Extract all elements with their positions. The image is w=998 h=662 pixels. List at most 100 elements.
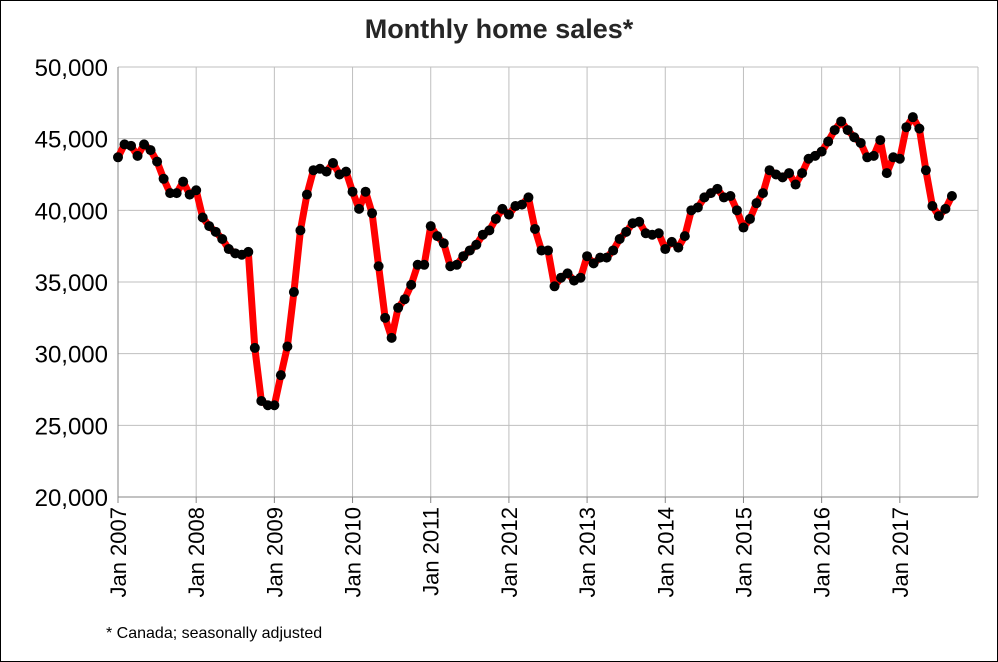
data-point [484, 225, 495, 236]
data-point [243, 246, 254, 257]
data-point [158, 173, 169, 184]
data-point [288, 287, 299, 298]
data-point [503, 209, 514, 220]
data-point [419, 259, 430, 270]
data-point [204, 221, 215, 232]
data-point [328, 158, 338, 169]
x-tick-label: Jan 2008 [184, 507, 209, 598]
data-point [744, 213, 755, 224]
data-point [731, 205, 742, 216]
data-point [295, 225, 306, 236]
data-point [171, 188, 182, 199]
data-point [666, 236, 677, 247]
y-tick-label: 40,000 [35, 198, 108, 225]
data-point [152, 156, 163, 167]
chart-title: Monthly home sales* [364, 14, 634, 44]
y-tick-label: 45,000 [35, 127, 108, 154]
data-point [920, 165, 931, 176]
data-point [406, 279, 417, 290]
data-point [367, 208, 378, 219]
data-point [855, 137, 866, 148]
data-point [399, 294, 410, 305]
data-point [881, 168, 892, 179]
data-point [823, 136, 834, 147]
data-point [464, 245, 475, 256]
data-point [269, 400, 280, 411]
y-tick-label: 35,000 [35, 270, 108, 297]
data-point [373, 261, 384, 272]
data-point [386, 332, 397, 343]
data-point [301, 189, 312, 200]
data-point [673, 242, 684, 253]
data-point [614, 234, 625, 244]
data-point [660, 244, 671, 255]
data-point [601, 252, 612, 263]
data-point [849, 132, 860, 143]
data-point [380, 312, 391, 323]
data-point [751, 198, 762, 209]
gridlines [117, 66, 979, 498]
data-point [191, 185, 202, 196]
data-point [842, 125, 853, 136]
data-point [516, 199, 527, 210]
data-point [451, 259, 462, 270]
data-point [868, 150, 879, 161]
data-point [178, 176, 189, 187]
data-point [901, 122, 912, 133]
data-point [653, 228, 664, 239]
data-point [490, 213, 501, 224]
data-point [907, 112, 918, 123]
data-point [132, 150, 143, 161]
data-point [282, 341, 293, 352]
x-tick-label: Jan 2011 [419, 507, 444, 596]
data-point [679, 231, 690, 242]
data-point [249, 342, 260, 353]
x-tick-label: Jan 2017 [888, 507, 913, 598]
data-point [933, 211, 944, 222]
data-point [894, 153, 905, 164]
data-point [425, 221, 436, 232]
data-point [523, 192, 534, 203]
data-point [139, 139, 150, 150]
data-point [738, 222, 749, 233]
data-point [575, 272, 586, 283]
data-point [113, 152, 123, 163]
x-tick-label: Jan 2012 [497, 507, 522, 598]
data-point [347, 186, 358, 197]
x-tick-labels: Jan 2007 Jan 2008 Jan 2009 Jan 2010 Jan 2011… [106, 507, 913, 598]
data-point [784, 168, 795, 179]
data-point [471, 239, 482, 250]
y-tick-label: 30,000 [35, 342, 108, 369]
x-tick-label: Jan 2007 [106, 507, 131, 598]
data-point [582, 251, 593, 262]
data-point [608, 245, 619, 256]
x-tick-label: Jan 2009 [262, 507, 287, 598]
data-point [692, 202, 703, 213]
data-point [621, 226, 632, 237]
data-point [438, 238, 449, 249]
data-point [634, 216, 645, 227]
y-tick-label: 50,000 [35, 55, 108, 82]
chart-footnote: * Canada; seasonally adjusted [106, 625, 323, 642]
data-point [549, 281, 560, 292]
data-point [940, 203, 951, 214]
data-point [712, 183, 723, 194]
data-point [321, 166, 332, 177]
data-point [529, 223, 540, 234]
data-point [458, 251, 469, 262]
data-point [145, 145, 156, 156]
x-tick-label: Jan 2015 [731, 507, 756, 598]
data-point [126, 140, 137, 151]
data-point [210, 226, 221, 237]
data-point [946, 191, 957, 201]
y-tick-labels: 20,000 25,000 30,000 35,000 40,000 45,000 50,0… [35, 55, 108, 512]
data-point [816, 146, 827, 157]
data-point [836, 116, 847, 127]
data-point [875, 135, 886, 146]
data-point [360, 186, 371, 197]
data-point [758, 188, 768, 199]
y-tick-label: 20,000 [35, 485, 108, 512]
axes [117, 67, 978, 503]
x-tick-label: Jan 2016 [810, 507, 835, 598]
